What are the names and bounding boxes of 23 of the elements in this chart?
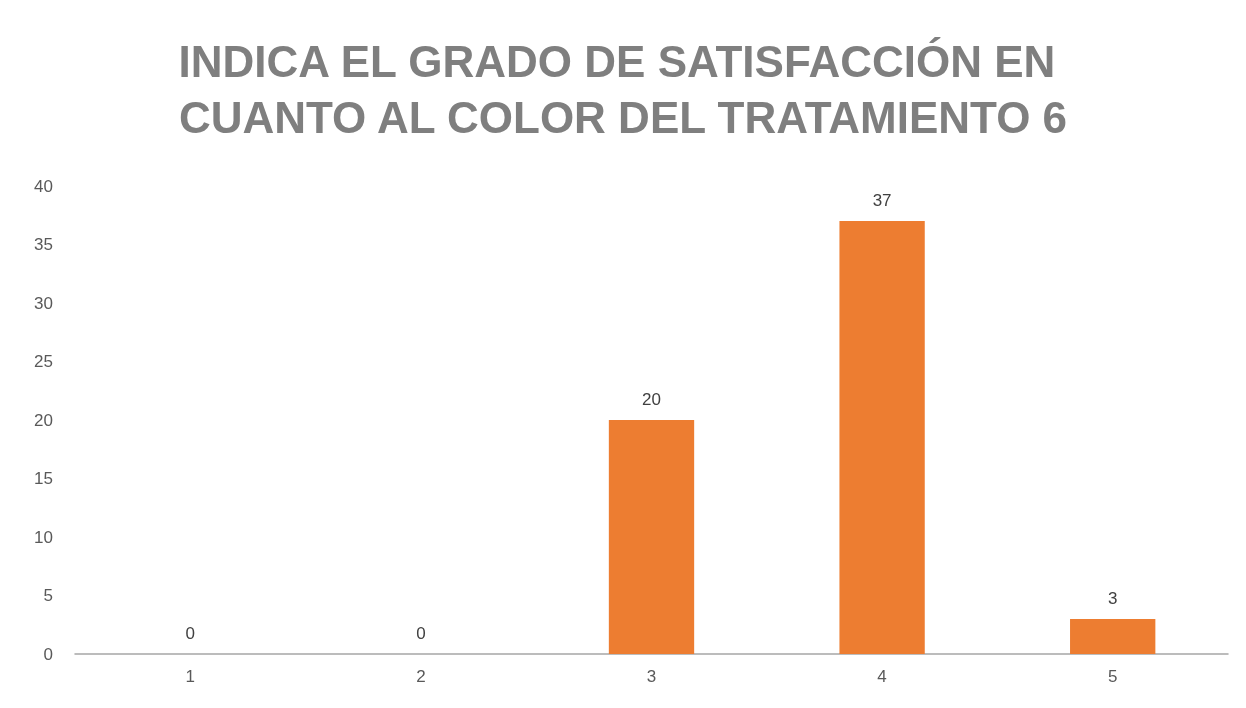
x-tick-label: 2 xyxy=(416,667,426,686)
chart-title: INDICA EL GRADO DE SATISFACCIÓN EN CUANTO AL COLOR DEL TRATAMIENTO 6 xyxy=(178,36,1068,142)
x-tick-label: 4 xyxy=(877,667,887,686)
bar xyxy=(839,221,925,654)
x-tick-label: 5 xyxy=(1107,667,1118,686)
data-label: 3 xyxy=(1107,588,1118,608)
x-tick-label: 1 xyxy=(185,667,196,686)
y-tick-label: 35 xyxy=(34,235,53,254)
data-label: 0 xyxy=(185,624,196,643)
y-tick-label: 15 xyxy=(34,469,53,488)
x-tick-label: 3 xyxy=(646,667,657,686)
data-label: 20 xyxy=(642,390,661,409)
y-tick-label: 40 xyxy=(34,176,53,196)
y-tick-label: 0 xyxy=(43,644,53,664)
data-label: 0 xyxy=(416,624,426,643)
y-tick-label: 10 xyxy=(34,527,53,547)
y-tick-label: 25 xyxy=(34,352,53,371)
data-label: 37 xyxy=(872,191,892,211)
y-tick-label: 5 xyxy=(43,586,53,605)
y-tick-label: 30 xyxy=(34,293,53,313)
bar xyxy=(1070,618,1156,654)
bar xyxy=(608,420,695,654)
y-tick-label: 20 xyxy=(34,410,53,430)
